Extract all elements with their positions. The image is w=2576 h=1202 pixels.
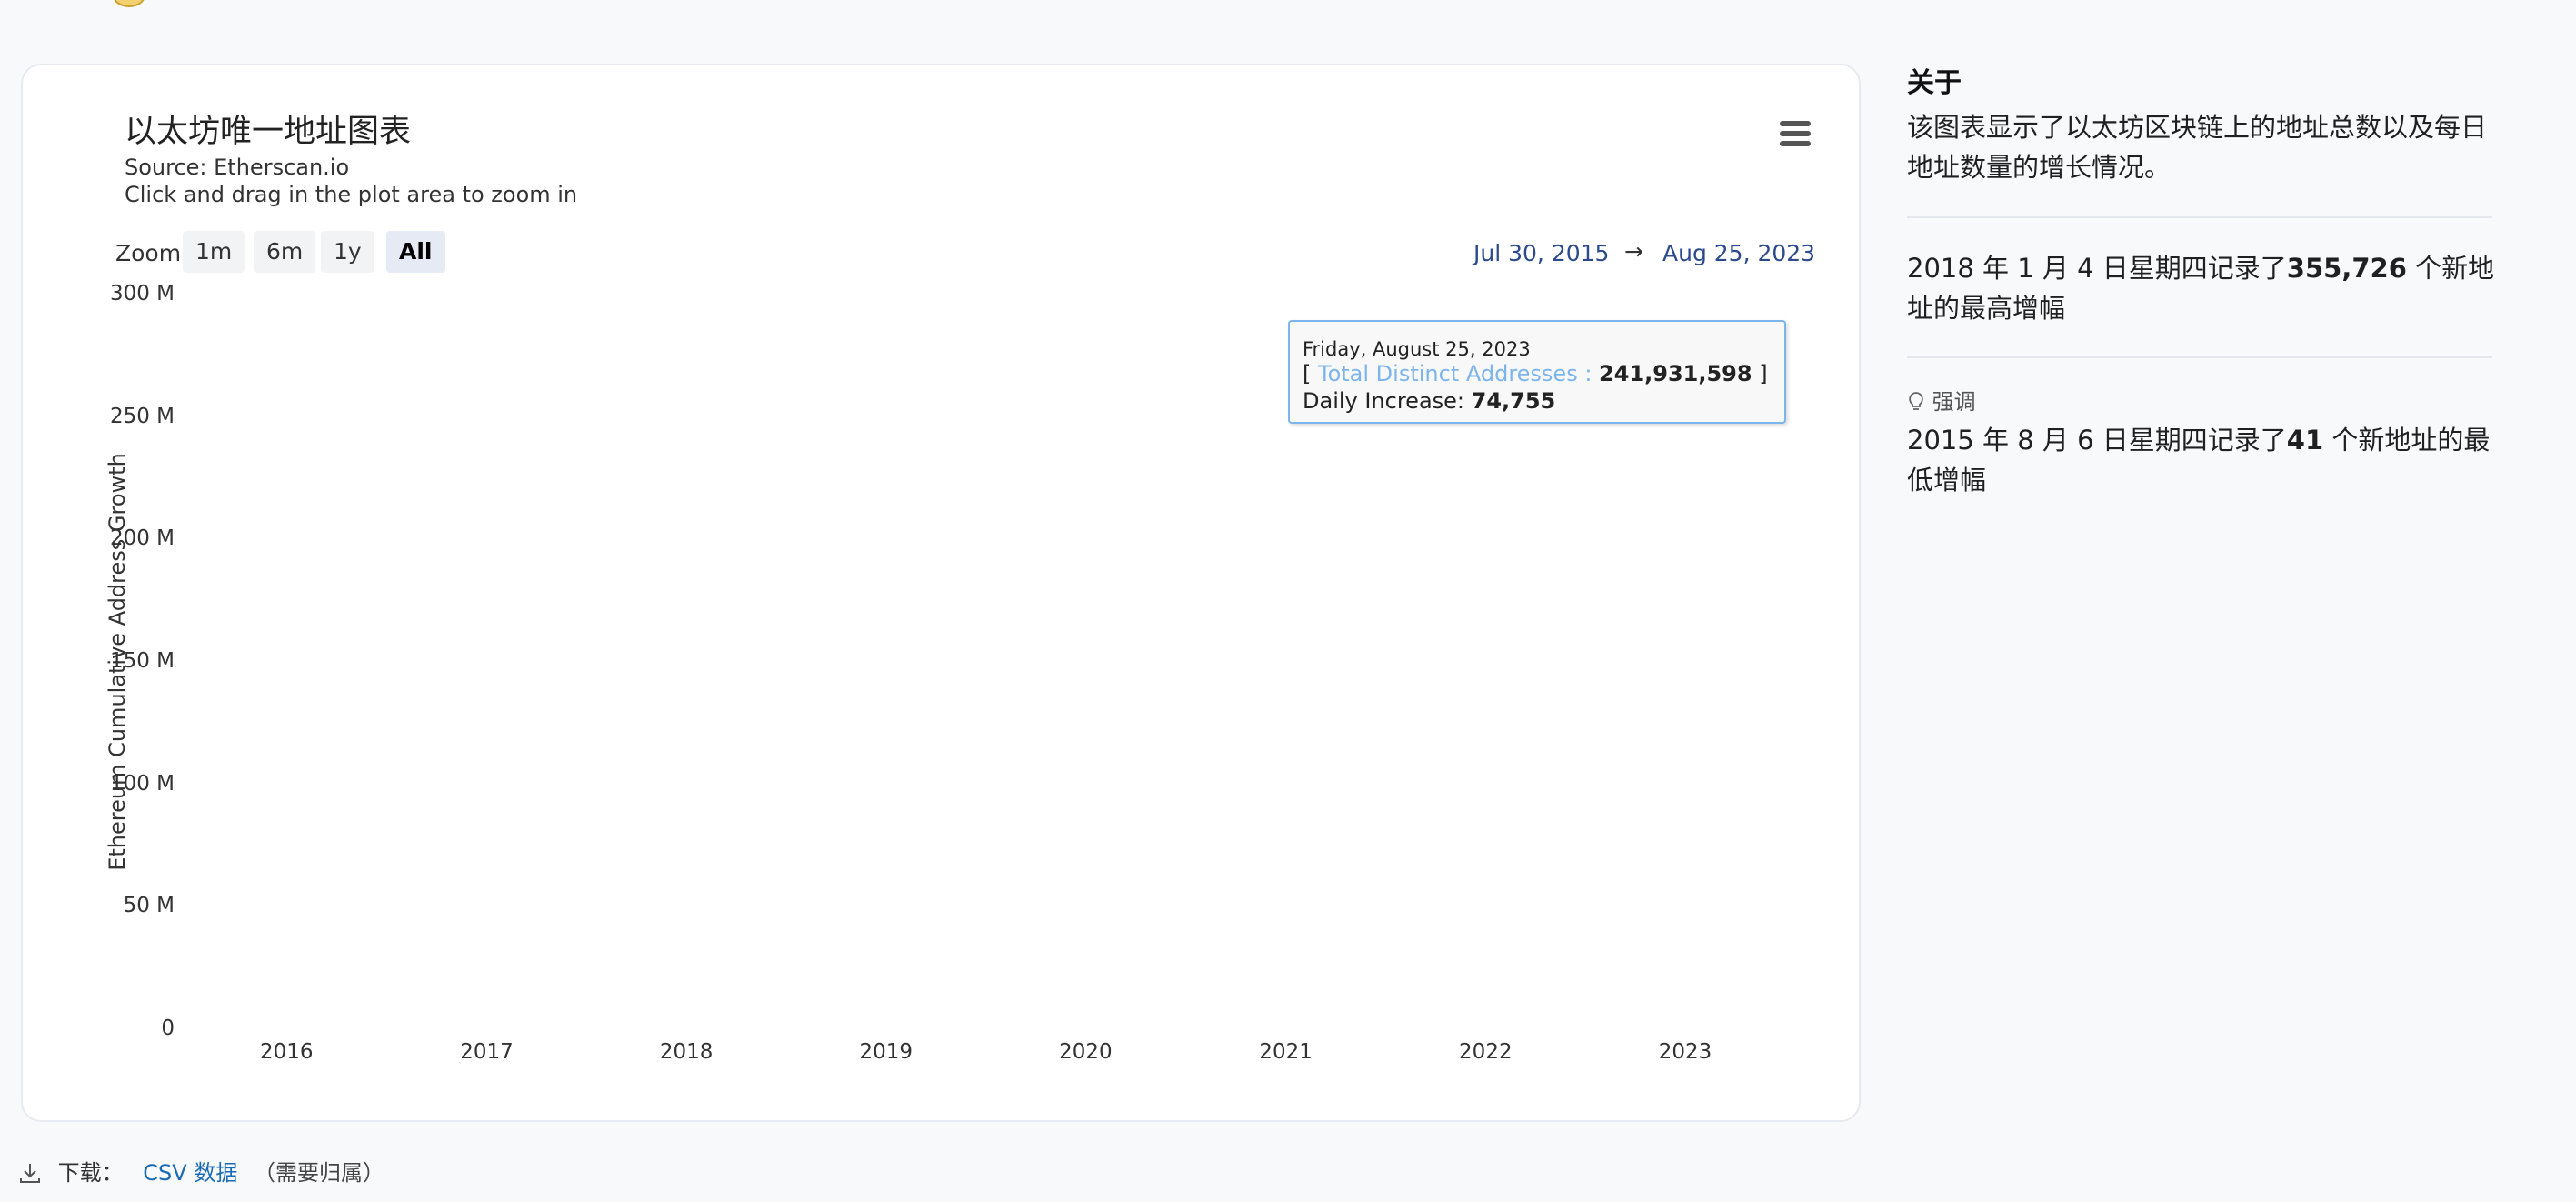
- y-tick-label: 150 M: [109, 649, 175, 673]
- tooltip-open-bracket: [: [1303, 361, 1318, 386]
- tooltip-daily-label: Daily Increase:: [1303, 388, 1472, 414]
- x-tick-label: 2019: [859, 1040, 914, 1064]
- attribution-note: （需要归属）: [253, 1160, 384, 1186]
- x-tick-label: 2020: [1059, 1040, 1113, 1064]
- highest-prefix: 2018 年 1 月 4 日星期四记录了: [1907, 253, 2287, 284]
- tooltip-series-value: 241,931,598: [1599, 361, 1752, 386]
- zoom-all-button[interactable]: All: [386, 231, 445, 273]
- range-from-input[interactable]: Jul 30, 2015: [1473, 240, 1610, 266]
- divider: [1907, 356, 2492, 358]
- hamburger-menu-icon[interactable]: [1777, 116, 1813, 153]
- tooltip-close-bracket: ]: [1752, 361, 1768, 386]
- highlight-label-row: 强调: [1907, 384, 2498, 416]
- download-label: 下载：: [57, 1160, 124, 1186]
- chart-zoom-hint: Click and drag in the plot area to zoom …: [125, 182, 578, 207]
- x-tick-label: 2021: [1259, 1040, 1313, 1064]
- x-tick-label: 2022: [1459, 1040, 1513, 1064]
- y-tick-label: 250 M: [109, 404, 175, 428]
- highest-increase-fact: 2018 年 1 月 4 日星期四记录了355,726 个新地址的最高增幅: [1907, 248, 2498, 328]
- download-icon: [20, 1164, 40, 1183]
- zoom-label: Zoom: [115, 240, 182, 266]
- chart-card: 以太坊唯一地址图表 Source: Etherscan.io Click and…: [21, 64, 1861, 1122]
- zoom-1y-button[interactable]: 1y: [321, 231, 374, 273]
- x-tick-label: 2017: [460, 1040, 514, 1064]
- lowest-suffix: 个新地址的最低增幅: [1907, 425, 2491, 496]
- tooltip-series-name: Total Distinct Addresses :: [1318, 361, 1600, 386]
- download-row: 下载： CSV 数据 （需要归属）: [18, 1155, 384, 1187]
- range-to-input[interactable]: Aug 25, 2023: [1662, 240, 1816, 266]
- lowest-value: 41: [2286, 425, 2324, 456]
- tooltip-daily-line: Daily Increase: 74,755: [1303, 387, 1772, 415]
- lowest-prefix: 2015 年 8 月 6 日星期四记录了: [1907, 425, 2287, 456]
- y-tick-label: 200 M: [109, 526, 175, 551]
- y-tick-label: 0: [161, 1017, 175, 1040]
- y-tick-label: 50 M: [123, 894, 175, 918]
- x-tick-label: 2023: [1658, 1040, 1712, 1064]
- lowest-increase-fact: 2015 年 8 月 6 日星期四记录了41 个新地址的最低增幅: [1907, 420, 2498, 500]
- tooltip-daily-value: 74,755: [1471, 388, 1556, 414]
- lightbulb-icon: [1909, 392, 1923, 410]
- y-tick-label: 100 M: [109, 771, 175, 796]
- x-tick-label: 2018: [659, 1040, 714, 1064]
- zoom-6m-button[interactable]: 6m: [254, 231, 316, 273]
- highlight-label: 强调: [1932, 389, 1976, 415]
- chart-source: Source: Etherscan.io: [125, 155, 350, 180]
- highest-suffix: 个新地址的最高增幅: [1907, 253, 2495, 324]
- about-text: 该图表显示了以太坊区块链上的地址总数以及每日地址数量的增长情况。: [1907, 112, 2488, 183]
- x-tick-label: 2016: [259, 1040, 314, 1064]
- csv-download-link[interactable]: CSV 数据: [143, 1160, 238, 1186]
- chart-tooltip: Friday, August 25, 2023 [ Total Distinct…: [1288, 320, 1786, 424]
- divider: [1907, 216, 2492, 218]
- tooltip-date: Friday, August 25, 2023: [1303, 338, 1531, 360]
- about-heading: 关于: [1907, 67, 1962, 99]
- highest-value: 355,726: [2286, 253, 2407, 284]
- y-tick-label: 300 M: [109, 282, 175, 306]
- chart-title: 以太坊唯一地址图表: [125, 114, 412, 150]
- tooltip-series-line: [ Total Distinct Addresses : 241,931,598…: [1303, 360, 1772, 387]
- zoom-1m-button[interactable]: 1m: [183, 231, 245, 273]
- range-arrow: →: [1624, 238, 1643, 265]
